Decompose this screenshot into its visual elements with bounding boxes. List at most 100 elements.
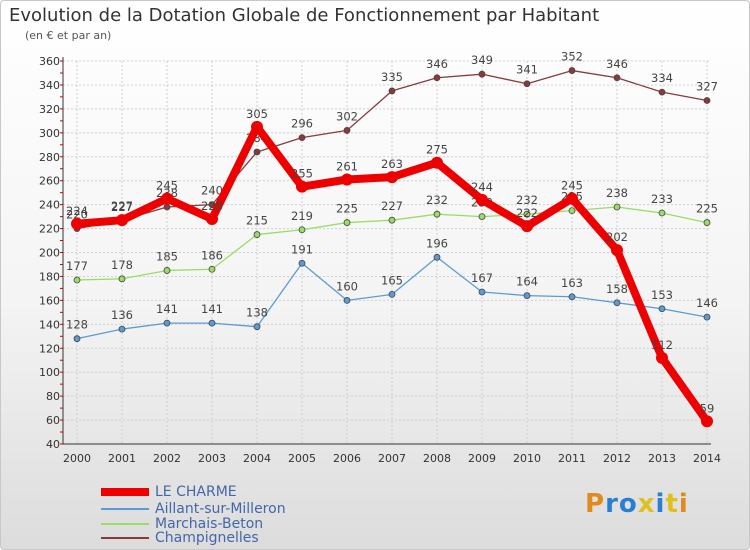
data-label-le-charme: 224 [66, 204, 88, 218]
data-point-marchais-beton [703, 219, 711, 226]
data-label-aillant-sur-milleron: 138 [246, 306, 268, 320]
x-tick-label: 2000 [63, 452, 91, 465]
logo-letter: t [665, 489, 679, 519]
data-label-le-charme: 275 [426, 143, 448, 157]
data-point-aillant-sur-milleron [568, 293, 576, 301]
y-tick-label: 220 [39, 223, 60, 236]
data-point-champignelles [388, 87, 396, 95]
data-point-aillant-sur-milleron [388, 290, 396, 298]
logo-letter: x [637, 489, 656, 519]
data-label-aillant-sur-milleron: 146 [696, 296, 718, 310]
x-tick-label: 2002 [153, 452, 181, 465]
data-label-marchais-beton: 186 [201, 248, 223, 262]
data-label-champignelles: 341 [516, 63, 538, 77]
data-label-marchais-beton: 232 [516, 193, 538, 207]
data-point-marchais-beton [478, 213, 486, 220]
y-tick-label: 340 [39, 79, 60, 92]
data-point-marchais-beton [433, 210, 441, 218]
data-point-le-charme [521, 220, 533, 233]
x-tick-label: 2003 [198, 452, 226, 465]
legend-swatch-marchais [101, 523, 149, 525]
y-tick-label: 160 [39, 294, 60, 307]
y-tick-label: 60 [46, 414, 60, 427]
logo-letter: P [585, 489, 606, 519]
data-label-marchais-beton: 177 [66, 259, 88, 273]
logo-letter: o [618, 489, 638, 519]
legend-label-aillant: Aillant-sur-Milleron [155, 501, 286, 517]
x-tick-label: 2008 [423, 452, 451, 465]
y-tick-label: 120 [39, 342, 60, 355]
y-tick-label: 240 [39, 199, 60, 212]
logo-letter: i [655, 489, 666, 519]
data-label-marchais-beton: 215 [246, 214, 268, 228]
data-point-marchais-beton [163, 267, 171, 274]
y-tick-label: 80 [46, 390, 60, 403]
data-point-le-charme [116, 214, 128, 227]
data-label-marchais-beton: 233 [651, 192, 673, 206]
data-label-champignelles: 346 [426, 57, 448, 71]
data-label-le-charme: 305 [246, 107, 268, 121]
data-point-champignelles [343, 127, 351, 134]
data-point-aillant-sur-milleron [433, 253, 441, 261]
data-label-aillant-sur-milleron: 136 [111, 308, 133, 322]
data-point-marchais-beton [343, 219, 351, 226]
data-label-aillant-sur-milleron: 141 [156, 302, 178, 316]
data-label-aillant-sur-milleron: 165 [381, 273, 403, 287]
data-label-aillant-sur-milleron: 196 [426, 236, 448, 250]
data-point-le-charme [566, 192, 578, 205]
data-label-aillant-sur-milleron: 158 [606, 282, 628, 296]
x-tick-label: 2011 [558, 452, 586, 465]
legend-item-champignelles: Champignelles [101, 530, 259, 546]
logo-letter: r [605, 489, 619, 519]
data-point-marchais-beton [73, 276, 81, 284]
data-label-marchais-beton: 219 [291, 209, 313, 223]
data-point-aillant-sur-milleron [208, 319, 216, 327]
data-label-champignelles: 227 [111, 199, 133, 213]
legend-label-le-charme: LE CHARME [155, 484, 237, 500]
x-tick-label: 2013 [648, 452, 676, 465]
legend-item-le-charme: LE CHARME [101, 484, 237, 500]
legend-swatch-aillant [101, 508, 149, 510]
data-label-champignelles: 352 [561, 50, 583, 64]
y-tick-label: 40 [46, 438, 60, 451]
data-point-marchais-beton [208, 265, 216, 273]
data-label-marchais-beton: 225 [696, 202, 718, 216]
data-label-champignelles: 327 [696, 79, 718, 93]
data-point-aillant-sur-milleron [703, 313, 711, 321]
data-label-le-charme: 112 [651, 338, 673, 352]
data-point-le-charme [701, 415, 713, 428]
data-label-le-charme: 261 [336, 159, 358, 173]
data-point-marchais-beton [658, 209, 666, 217]
data-point-le-charme [296, 180, 308, 193]
data-point-marchais-beton [613, 203, 621, 211]
data-point-marchais-beton [118, 275, 126, 283]
x-tick-label: 2004 [243, 452, 271, 465]
x-tick-label: 2014 [693, 452, 721, 465]
data-label-aillant-sur-milleron: 153 [651, 288, 673, 302]
x-tick-label: 2007 [378, 452, 406, 465]
y-tick-label: 280 [39, 151, 60, 164]
data-point-champignelles [253, 148, 261, 156]
data-point-champignelles [703, 97, 711, 104]
data-point-champignelles [568, 67, 576, 74]
x-tick-label: 2009 [468, 452, 496, 465]
data-point-marchais-beton [253, 231, 261, 238]
data-point-marchais-beton [568, 207, 576, 215]
legend-label-marchais: Marchais-Beton [155, 516, 264, 532]
data-point-marchais-beton [523, 210, 531, 218]
y-tick-label: 300 [39, 127, 60, 140]
x-tick-label: 2001 [108, 452, 136, 465]
data-point-marchais-beton [388, 216, 396, 224]
data-point-champignelles [613, 74, 621, 82]
chart-subtitle: (en € et par an) [25, 29, 112, 42]
logo-letter: i [678, 489, 689, 519]
data-label-le-charme: 228 [201, 199, 223, 213]
y-tick-label: 320 [39, 103, 60, 116]
x-tick-label: 2006 [333, 452, 361, 465]
data-point-aillant-sur-milleron [118, 325, 126, 333]
data-label-aillant-sur-milleron: 163 [561, 276, 583, 290]
data-label-aillant-sur-milleron: 191 [291, 242, 313, 256]
